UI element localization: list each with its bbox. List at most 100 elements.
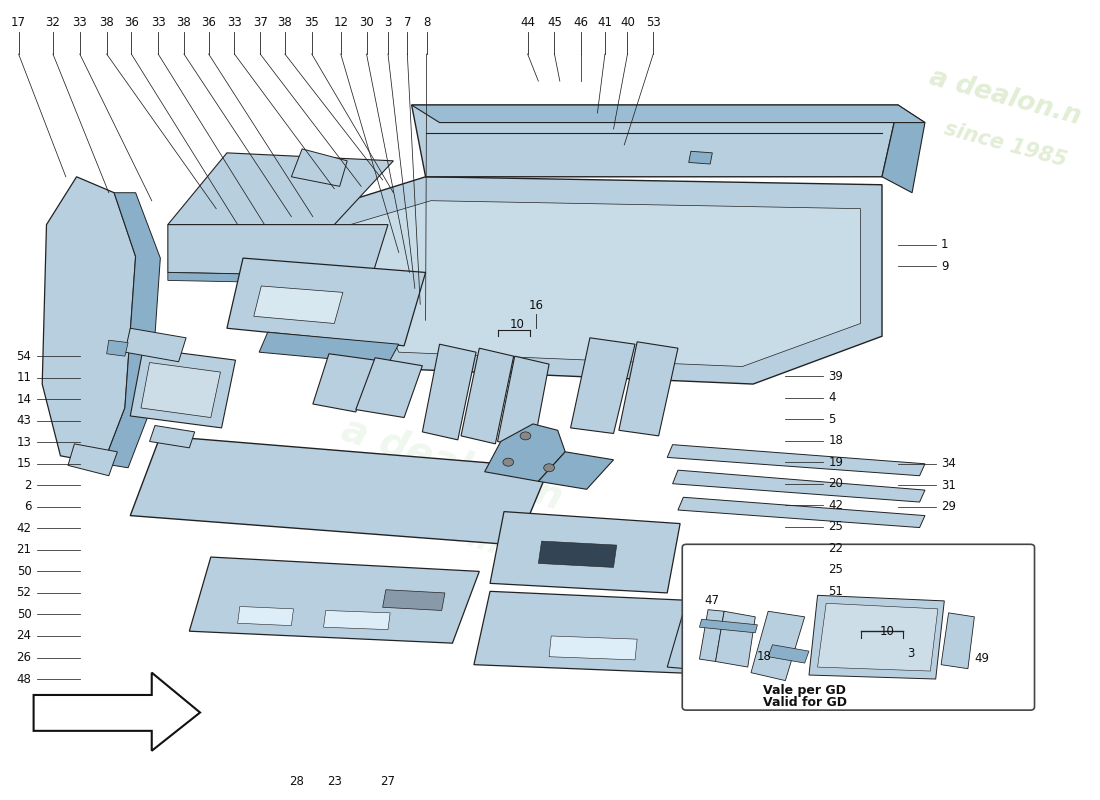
Polygon shape bbox=[751, 611, 805, 681]
Polygon shape bbox=[34, 673, 200, 750]
Polygon shape bbox=[168, 225, 388, 277]
Text: 25: 25 bbox=[828, 563, 844, 576]
Text: 18: 18 bbox=[828, 434, 844, 447]
Polygon shape bbox=[260, 332, 398, 364]
Text: 15: 15 bbox=[16, 458, 32, 470]
Text: 34: 34 bbox=[942, 458, 956, 470]
Text: 38: 38 bbox=[177, 16, 191, 29]
Text: 18: 18 bbox=[757, 650, 771, 663]
Polygon shape bbox=[189, 557, 480, 643]
Text: 3: 3 bbox=[908, 647, 915, 660]
Text: 22: 22 bbox=[828, 542, 844, 554]
Text: 2: 2 bbox=[24, 479, 32, 492]
Polygon shape bbox=[490, 512, 680, 593]
Text: 26: 26 bbox=[828, 606, 844, 619]
Text: 7: 7 bbox=[404, 16, 411, 29]
Polygon shape bbox=[323, 610, 390, 630]
Polygon shape bbox=[461, 348, 514, 444]
Text: 11: 11 bbox=[16, 371, 32, 384]
Polygon shape bbox=[808, 595, 944, 679]
Polygon shape bbox=[141, 362, 220, 418]
Text: 36: 36 bbox=[201, 16, 216, 29]
Polygon shape bbox=[817, 603, 938, 671]
Text: 43: 43 bbox=[16, 414, 32, 427]
Polygon shape bbox=[238, 606, 294, 626]
Polygon shape bbox=[168, 273, 372, 285]
Polygon shape bbox=[355, 358, 422, 418]
Polygon shape bbox=[227, 258, 426, 346]
Text: 31: 31 bbox=[942, 479, 956, 492]
Polygon shape bbox=[768, 645, 808, 663]
Polygon shape bbox=[125, 328, 186, 362]
Text: 33: 33 bbox=[227, 16, 242, 29]
Polygon shape bbox=[538, 541, 617, 567]
Text: 28: 28 bbox=[289, 774, 305, 787]
Polygon shape bbox=[312, 354, 375, 412]
Polygon shape bbox=[411, 105, 925, 122]
Polygon shape bbox=[411, 105, 898, 177]
Polygon shape bbox=[130, 348, 235, 428]
Text: 42: 42 bbox=[828, 498, 844, 512]
Text: 38: 38 bbox=[99, 16, 114, 29]
Polygon shape bbox=[107, 340, 128, 356]
Text: since 1985: since 1985 bbox=[446, 517, 630, 602]
Polygon shape bbox=[668, 445, 925, 476]
Polygon shape bbox=[68, 444, 118, 476]
Text: 40: 40 bbox=[620, 16, 635, 29]
Text: 52: 52 bbox=[16, 586, 32, 599]
Text: 38: 38 bbox=[277, 16, 293, 29]
Text: 6: 6 bbox=[24, 500, 32, 514]
Text: 48: 48 bbox=[16, 673, 32, 686]
Text: 47: 47 bbox=[705, 594, 719, 607]
Text: 42: 42 bbox=[16, 522, 32, 535]
Polygon shape bbox=[700, 619, 758, 633]
Text: 19: 19 bbox=[828, 456, 844, 469]
Polygon shape bbox=[672, 470, 925, 502]
Text: 1: 1 bbox=[942, 238, 948, 251]
Polygon shape bbox=[668, 601, 751, 673]
Polygon shape bbox=[700, 610, 724, 662]
Text: a dealon.n: a dealon.n bbox=[927, 64, 1085, 130]
Polygon shape bbox=[571, 338, 635, 434]
Text: 26: 26 bbox=[16, 651, 32, 664]
Text: 20: 20 bbox=[828, 478, 844, 490]
Text: 3: 3 bbox=[384, 16, 392, 29]
Text: 50: 50 bbox=[16, 565, 32, 578]
Polygon shape bbox=[422, 344, 476, 440]
Polygon shape bbox=[538, 452, 614, 490]
Polygon shape bbox=[882, 105, 925, 193]
Polygon shape bbox=[103, 193, 161, 468]
Text: 35: 35 bbox=[305, 16, 319, 29]
Text: 17: 17 bbox=[11, 16, 26, 29]
Text: 41: 41 bbox=[597, 16, 613, 29]
Polygon shape bbox=[345, 201, 860, 366]
Polygon shape bbox=[619, 342, 678, 436]
Polygon shape bbox=[42, 177, 135, 464]
Text: since 1985: since 1985 bbox=[942, 119, 1069, 171]
Text: 39: 39 bbox=[828, 370, 844, 382]
Text: 10: 10 bbox=[880, 625, 894, 638]
Text: 27: 27 bbox=[381, 774, 396, 787]
Text: 50: 50 bbox=[16, 608, 32, 621]
Text: 14: 14 bbox=[16, 393, 32, 406]
Text: 54: 54 bbox=[16, 350, 32, 362]
Text: Vale per GD: Vale per GD bbox=[763, 685, 846, 698]
Polygon shape bbox=[168, 225, 334, 233]
Polygon shape bbox=[130, 436, 549, 545]
Text: 13: 13 bbox=[16, 436, 32, 449]
Circle shape bbox=[520, 432, 531, 440]
Text: 16: 16 bbox=[529, 299, 543, 313]
Polygon shape bbox=[292, 149, 348, 186]
Text: a dealon.n: a dealon.n bbox=[337, 410, 568, 518]
Text: 5: 5 bbox=[828, 413, 836, 426]
Polygon shape bbox=[549, 636, 637, 660]
Text: 9: 9 bbox=[942, 259, 948, 273]
Text: 8: 8 bbox=[424, 16, 430, 29]
Text: 49: 49 bbox=[975, 652, 989, 665]
Text: 45: 45 bbox=[547, 16, 562, 29]
Text: 12: 12 bbox=[333, 16, 349, 29]
Circle shape bbox=[543, 464, 554, 472]
Text: 29: 29 bbox=[942, 500, 956, 514]
Text: 37: 37 bbox=[253, 16, 267, 29]
Polygon shape bbox=[323, 177, 882, 384]
